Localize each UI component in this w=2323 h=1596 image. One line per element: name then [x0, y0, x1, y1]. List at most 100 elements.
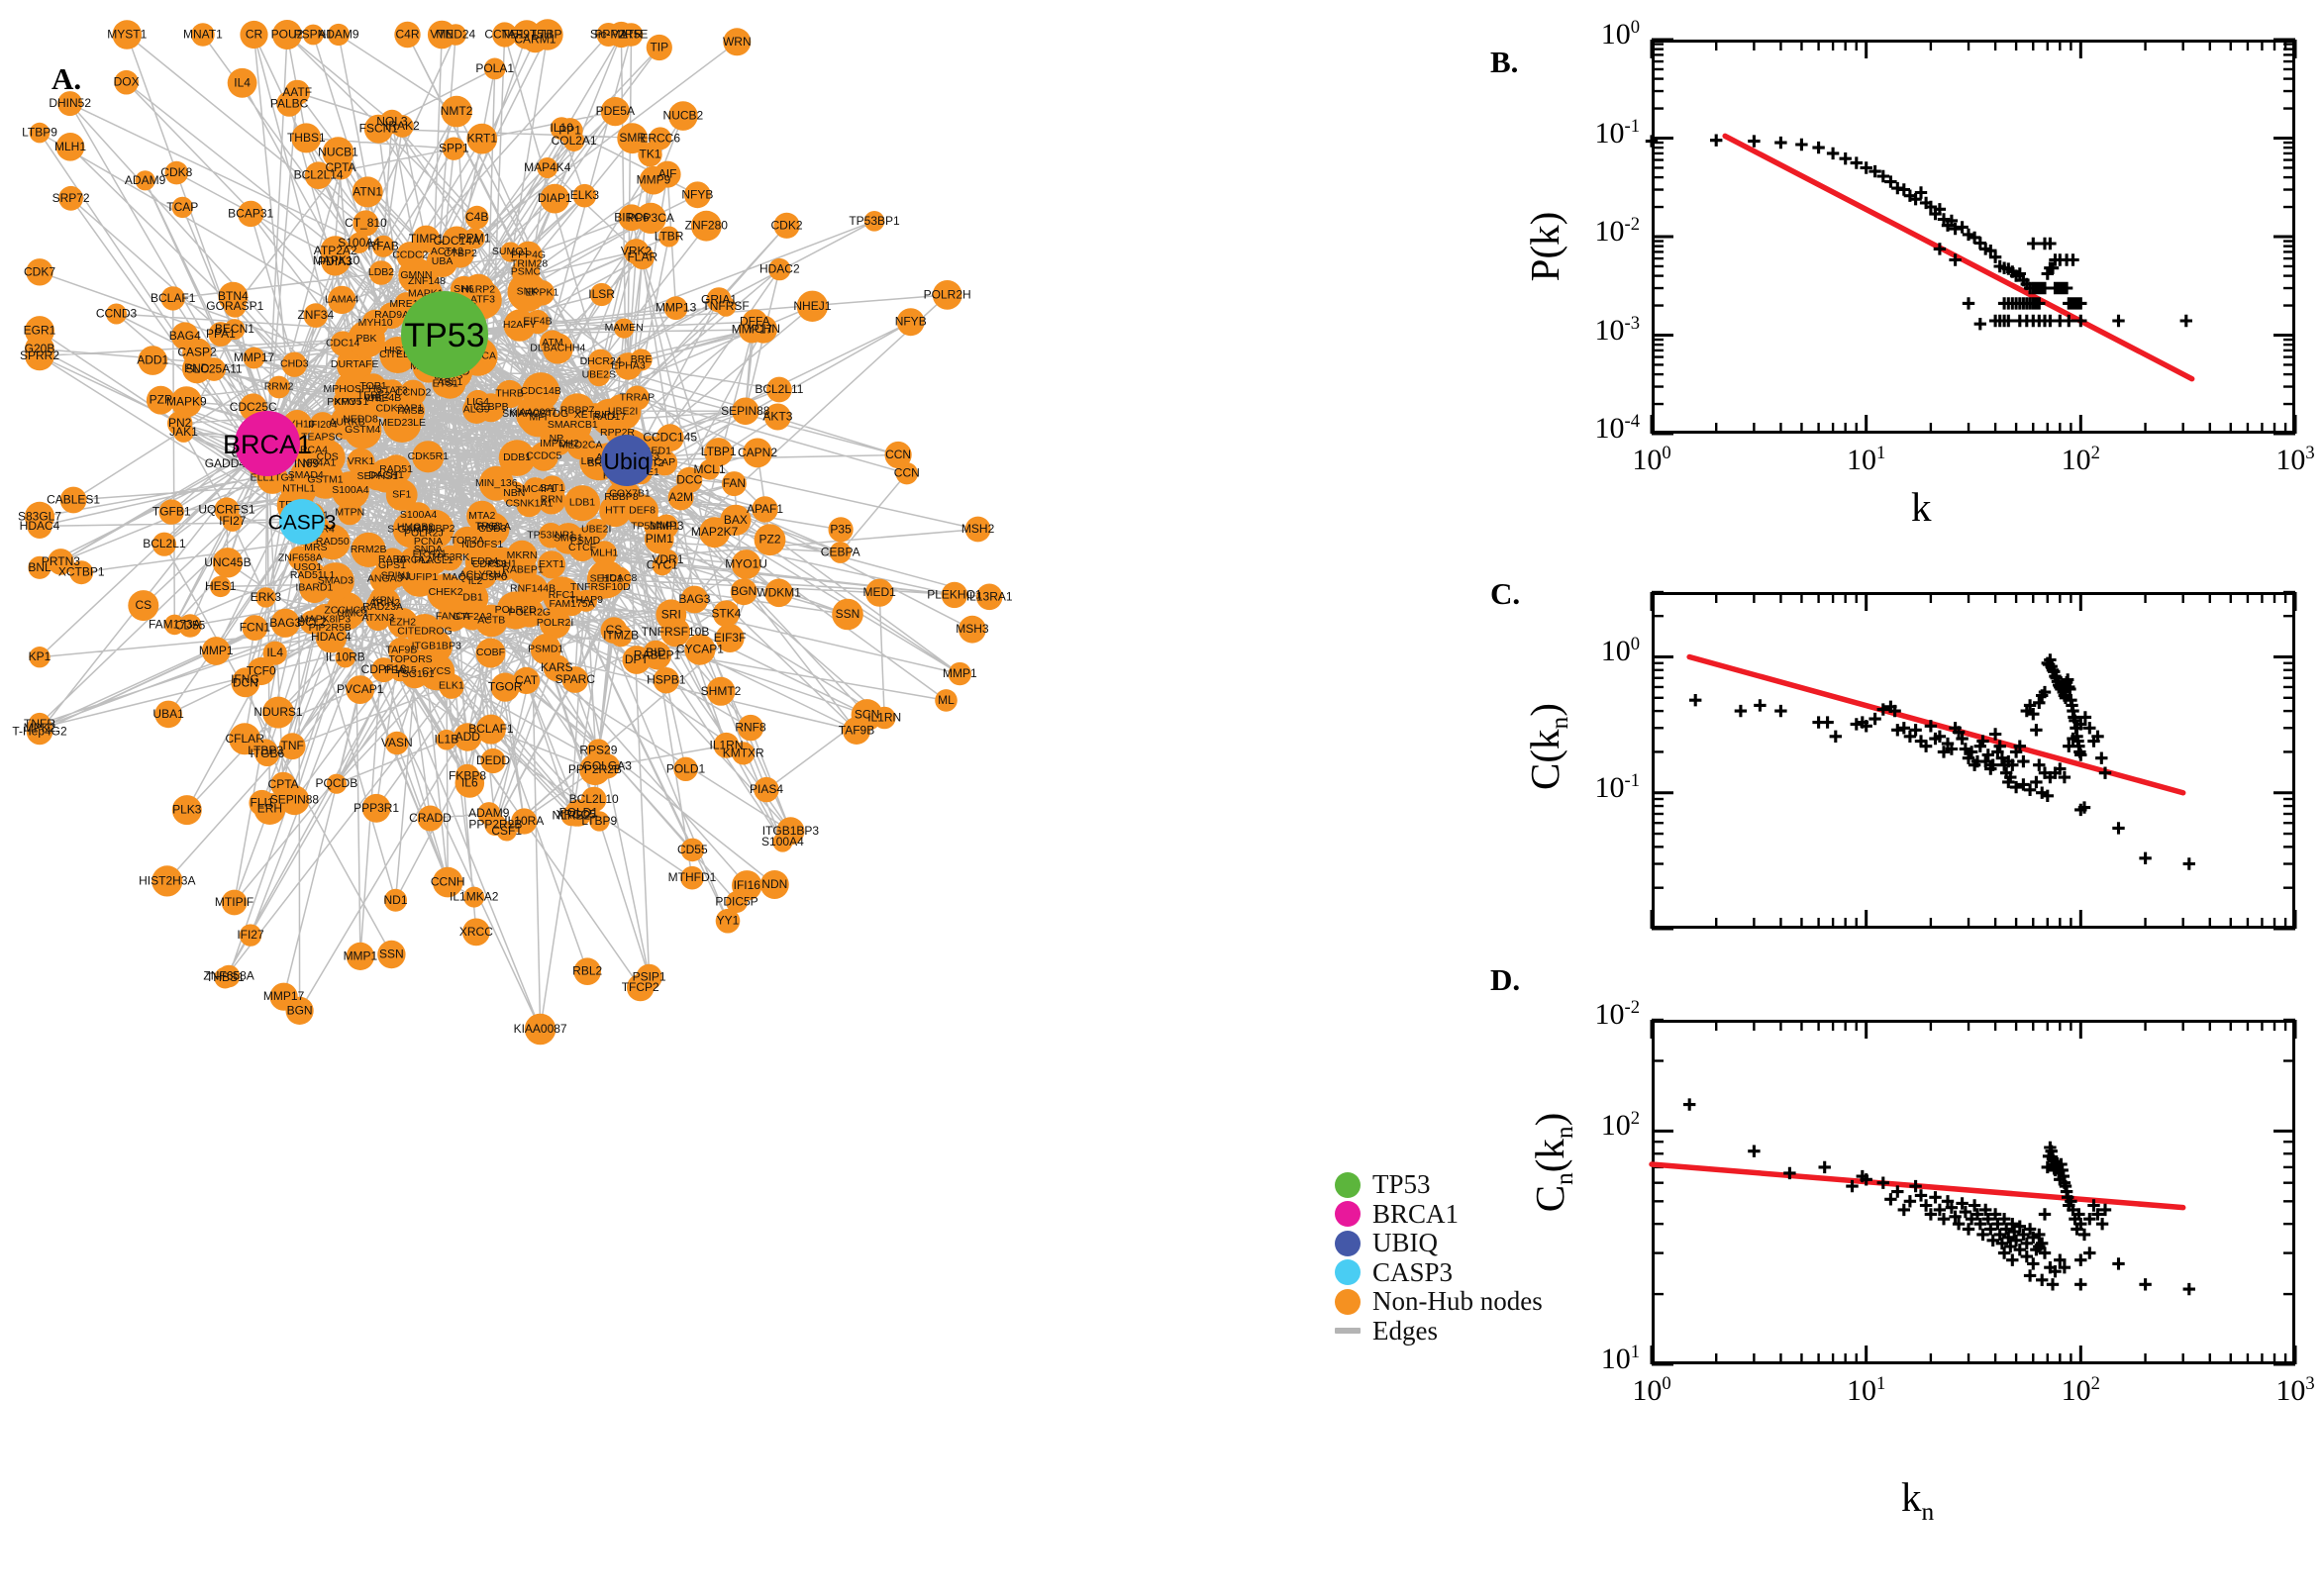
network-node	[573, 957, 601, 985]
panel-b-xtick-label: 103	[2275, 443, 2315, 476]
legend-item-casp3: CASP3	[1335, 1257, 1533, 1288]
network-node	[445, 24, 467, 46]
network-node	[732, 397, 759, 426]
network-node	[828, 517, 854, 543]
network-node	[863, 211, 885, 232]
network-node	[658, 226, 680, 248]
network-node	[730, 578, 758, 606]
panel-b-degree-distribution: B. P(k) k 100 101 102 103 100 10-1 10-2 10-3 10-…	[1475, 18, 2323, 554]
network-node	[414, 509, 454, 549]
network-node	[291, 123, 322, 153]
network-node	[112, 20, 143, 50]
network-node	[865, 578, 894, 607]
network-node	[48, 549, 74, 575]
network-node	[212, 548, 244, 578]
network-node	[680, 865, 704, 890]
network-node	[723, 28, 752, 56]
network-node	[721, 471, 747, 497]
network-node	[267, 375, 290, 399]
network-node	[480, 748, 506, 774]
network-node	[587, 363, 611, 387]
network-node	[412, 441, 445, 473]
network-node	[279, 785, 310, 816]
network-node	[964, 516, 991, 543]
network-node	[152, 532, 176, 556]
network-node	[617, 123, 649, 154]
network-node	[932, 280, 962, 310]
network-node	[596, 23, 621, 47]
network-node	[738, 316, 765, 344]
network-node	[454, 723, 482, 751]
network-node	[432, 866, 463, 898]
network-node	[646, 34, 672, 61]
network-node	[872, 706, 896, 730]
legend-item-label: TP53	[1372, 1169, 1431, 1200]
network-node	[832, 598, 863, 631]
panel-a-network: A. ARL3TAF9BMAGED1CDC14ADHCR24ALG9RNF144…	[12, 19, 1543, 1346]
network-node	[475, 714, 506, 745]
panel-d-plot	[1649, 1018, 2297, 1366]
panel-b-ytick-label: 10-3	[1594, 312, 1641, 347]
network-node	[364, 379, 404, 418]
network-node	[537, 157, 558, 178]
panel-b-xtick-label: 100	[1632, 443, 1671, 476]
network-node	[58, 185, 83, 211]
network-node	[217, 964, 241, 988]
network-node	[238, 200, 264, 228]
network-node	[731, 549, 761, 579]
hub-node-brca1[interactable]	[235, 411, 300, 476]
network-node	[948, 661, 971, 686]
network-node	[309, 412, 337, 439]
network-node	[584, 518, 608, 542]
hub-node-label: Ubiq	[603, 449, 650, 474]
network-node	[377, 940, 406, 969]
hub-node-tp53[interactable]	[401, 291, 488, 378]
network-node	[668, 101, 698, 131]
legend-item-label: Edges	[1372, 1315, 1438, 1346]
network-node	[321, 248, 350, 276]
network-node	[525, 310, 551, 335]
network-node	[170, 386, 202, 418]
network-node	[351, 532, 386, 568]
network-node	[773, 212, 800, 239]
network-node	[331, 471, 370, 510]
network-node	[759, 870, 789, 899]
network-node	[653, 667, 679, 694]
network-node	[475, 638, 506, 668]
network-node	[732, 742, 756, 765]
network-node	[341, 601, 365, 627]
network-node	[690, 210, 722, 242]
network-node	[227, 67, 257, 98]
network-node	[776, 817, 805, 846]
panel-d-ylabel: Cn(kn)	[1527, 1112, 1579, 1213]
network-node	[543, 576, 581, 615]
network-node	[684, 181, 711, 209]
network-node	[843, 717, 870, 745]
network-node	[540, 330, 565, 356]
panel-d-xtick-label: 103	[2275, 1373, 2315, 1407]
panel-b-xtick-label: 102	[2061, 443, 2100, 476]
network-node	[319, 617, 342, 640]
network-node	[427, 573, 464, 612]
hub-node-ubiq[interactable]	[601, 435, 653, 486]
legend-item-edges: Edges	[1335, 1315, 1533, 1347]
network-node	[391, 115, 414, 138]
network-node	[737, 714, 764, 742]
hub-node-casp3[interactable]	[279, 499, 325, 545]
network-node	[600, 97, 630, 127]
panel-b-ytick-label: 10-4	[1594, 411, 1641, 445]
network-node	[766, 376, 792, 403]
panel-d-xtick-label: 100	[1632, 1373, 1671, 1407]
network-node	[59, 486, 87, 514]
network-node	[667, 484, 694, 511]
network-node	[302, 24, 324, 46]
network-node	[680, 585, 709, 614]
network-node	[466, 123, 498, 154]
edge-swatch-icon	[1335, 1328, 1361, 1335]
panel-d-data-points	[1683, 1098, 2195, 1296]
node-swatch-icon	[1335, 1259, 1361, 1286]
panel-d-ticks	[1650, 1018, 2297, 1366]
network-node	[284, 79, 311, 106]
network-node	[303, 303, 329, 328]
network-node	[562, 130, 585, 151]
